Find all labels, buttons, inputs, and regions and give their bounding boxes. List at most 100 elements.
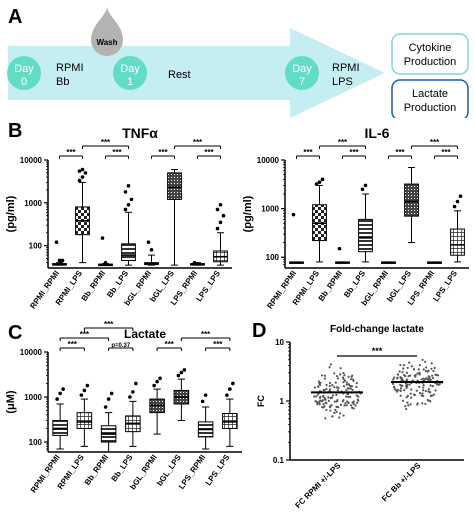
data-point: [402, 364, 406, 367]
data-point: [399, 387, 403, 390]
data-point: [328, 385, 331, 388]
data-point: [399, 363, 402, 367]
data-point: [342, 380, 345, 384]
outlier-point: [129, 197, 134, 202]
day1-circle: [113, 56, 147, 90]
data-point: [319, 395, 322, 399]
day7-stimulus: LPS: [332, 76, 353, 88]
data-point: [422, 389, 425, 392]
data-point: [405, 371, 409, 374]
data-point: [401, 384, 404, 387]
il6-boxplot: IL-6(pg/ml)100100010000RPMI_RPMIRPMI_LPS…: [242, 125, 469, 311]
box: [404, 183, 419, 217]
data-point: [426, 370, 429, 373]
x-tick-label: RPMI_RPMI: [29, 453, 62, 495]
data-point: [399, 383, 402, 386]
data-point: [393, 376, 396, 379]
day7-medium: RPMI: [332, 62, 360, 74]
significance-label: ***: [372, 346, 383, 356]
x-tick-label: LPS_LPS: [431, 268, 459, 303]
data-point: [396, 373, 400, 376]
outlier-point: [200, 399, 205, 404]
data-point: [347, 387, 351, 390]
data-point: [347, 401, 350, 404]
significance-label: ***: [104, 320, 114, 329]
box: [121, 243, 136, 261]
data-point: [335, 410, 338, 413]
data-point: [355, 385, 358, 389]
data-point: [341, 376, 345, 379]
x-tick-label: FC Bb +/-LPS: [380, 461, 423, 504]
outlier-point: [126, 183, 131, 188]
outlier-point: [455, 199, 460, 204]
significance-label: ***: [112, 148, 122, 157]
data-point: [416, 372, 419, 375]
data-point: [354, 404, 357, 407]
data-point: [328, 366, 331, 369]
data-point: [333, 372, 336, 375]
significance-label: ***: [201, 330, 211, 339]
data-point: [418, 371, 421, 374]
outlier-point: [179, 370, 184, 375]
outlier-point: [158, 376, 162, 381]
data-point: [349, 387, 353, 390]
data-point: [405, 396, 408, 399]
data-point: [338, 416, 341, 419]
data-point: [433, 366, 436, 370]
data-point: [408, 361, 411, 364]
data-point: [413, 374, 416, 377]
data-point: [436, 383, 439, 386]
lactate-boxplot: Lactate(μM)100100010000RPMI_RPMIRPMI_LPS…: [5, 320, 242, 495]
significance-label: ***: [441, 148, 451, 157]
outlier-point: [231, 381, 235, 386]
significance-label: ***: [303, 148, 313, 157]
data-point: [316, 393, 320, 396]
data-point: [338, 412, 342, 415]
data-point: [422, 368, 425, 371]
data-point: [355, 394, 358, 397]
wash-drop: [91, 6, 123, 56]
data-point: [409, 392, 412, 395]
data-point: [322, 394, 325, 398]
outlier-point: [100, 236, 105, 240]
significance-label: ***: [395, 148, 405, 157]
data-point: [407, 375, 410, 378]
data-point: [429, 378, 432, 381]
data-point: [407, 404, 410, 407]
rest-label: Rest: [168, 69, 191, 81]
data-point: [418, 364, 421, 367]
outlier-point: [80, 167, 85, 172]
lactate-line2: Production: [404, 102, 457, 114]
data-point: [333, 411, 336, 414]
y-axis-label: (μM): [5, 390, 17, 414]
data-point: [349, 384, 352, 388]
outlier-point: [337, 246, 342, 251]
data-point: [347, 375, 350, 378]
x-tick-label: Bb_LPS: [110, 452, 135, 483]
data-point: [335, 405, 338, 409]
data-point: [329, 405, 332, 408]
wash-label: Wash: [96, 38, 117, 47]
data-point: [410, 365, 413, 368]
chart-title: TNFα: [122, 125, 158, 141]
y-axis-label: (pg/ml): [242, 195, 254, 232]
data-point: [313, 395, 316, 398]
panel-letter-d: D: [252, 320, 267, 342]
outlier-point: [126, 202, 131, 207]
data-point: [345, 404, 348, 407]
data-point: [398, 370, 401, 373]
data-point: [421, 392, 424, 395]
day0-day: Day: [14, 63, 34, 75]
outlier-point: [123, 207, 128, 212]
data-point: [334, 408, 337, 411]
data-point: [405, 407, 408, 411]
data-point: [335, 393, 338, 396]
data-point: [399, 394, 402, 397]
data-point: [393, 385, 396, 388]
y-tick-label: 100: [29, 438, 43, 447]
x-tick-label: LPS_LPS: [204, 452, 232, 487]
outlier-point: [57, 258, 62, 263]
data-point: [335, 400, 338, 403]
data-point: [335, 386, 338, 389]
data-point: [323, 388, 326, 392]
